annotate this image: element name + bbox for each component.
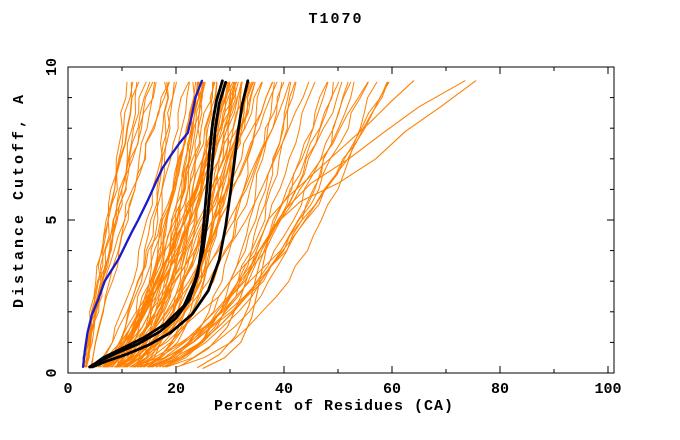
- x-axis-label: Percent of Residues (CA): [213, 398, 455, 415]
- model-curve: [90, 81, 155, 368]
- model-curve: [86, 81, 151, 368]
- model-curve: [82, 81, 170, 368]
- model-curve: [82, 81, 157, 368]
- model-curve: [123, 81, 169, 368]
- model-curve: [180, 80, 415, 366]
- model-curve: [197, 80, 477, 369]
- model-curve: [90, 79, 250, 369]
- y-tick-label: 0: [44, 368, 61, 377]
- model-curve: [116, 81, 199, 368]
- orange-model-band: [82, 81, 390, 368]
- model-curve: [163, 81, 296, 368]
- model-curve: [155, 81, 352, 368]
- model-curve: [107, 81, 197, 368]
- model-curve: [150, 81, 329, 368]
- black-highlight-curves: [88, 79, 250, 369]
- model-curve: [202, 80, 466, 369]
- model-curve: [97, 81, 177, 368]
- x-tick-label: 20: [167, 381, 185, 398]
- x-tick-label: 0: [63, 381, 72, 398]
- x-tick-label: 80: [491, 381, 509, 398]
- model-curve: [118, 81, 204, 368]
- x-tick-label: 40: [275, 381, 293, 398]
- model-curve: [119, 81, 198, 368]
- model-curve: [162, 81, 292, 368]
- model-curve: [140, 81, 390, 368]
- model-curve: [137, 81, 169, 368]
- model-curve: [176, 81, 378, 368]
- model-curve: [109, 81, 214, 368]
- model-curve: [114, 81, 278, 368]
- tick-labels: 0 20 40 60 80 100 0 5 10: [44, 58, 622, 398]
- x-tick-label: 60: [383, 381, 401, 398]
- orange-outlier-curves: [180, 80, 477, 369]
- model-curve: [102, 81, 175, 368]
- model-curve: [126, 81, 216, 368]
- model-curve: [81, 79, 204, 369]
- blue-highlight-curve: [81, 79, 204, 369]
- model-curve: [117, 81, 239, 368]
- model-curve: [123, 81, 310, 368]
- model-curve: [135, 81, 389, 368]
- model-curve: [115, 81, 274, 368]
- model-curve: [89, 80, 228, 369]
- model-curve: [92, 81, 170, 368]
- model-curve: [85, 81, 128, 368]
- model-curve: [139, 81, 334, 368]
- model-curve: [116, 81, 199, 368]
- model-curve: [140, 81, 215, 368]
- y-tick-label: 10: [44, 58, 61, 76]
- page-title: T1070: [308, 11, 364, 28]
- y-tick-label: 5: [44, 215, 61, 224]
- x-tick-label: 100: [594, 381, 621, 398]
- model-curve: [155, 81, 355, 368]
- model-curve: [165, 81, 275, 368]
- axis-ticks: [67, 66, 614, 374]
